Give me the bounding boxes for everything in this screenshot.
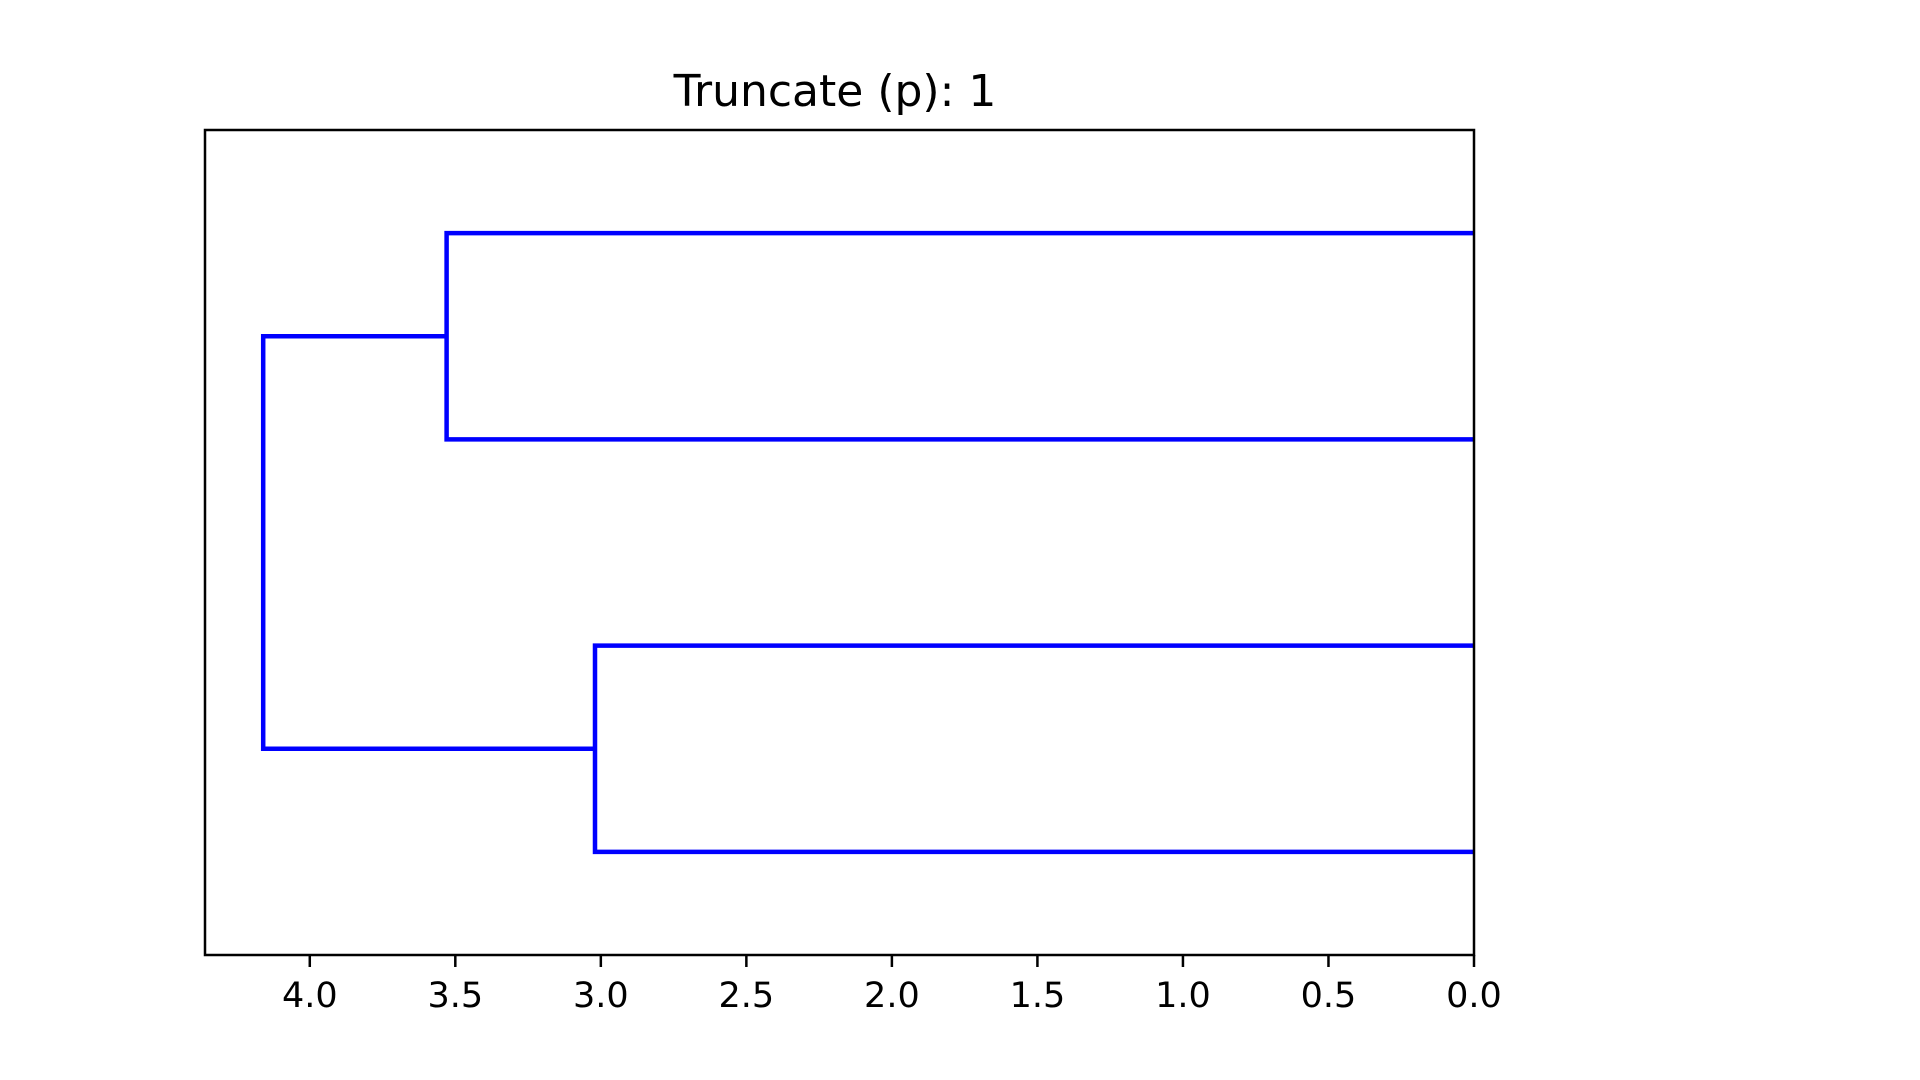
x-tick-label: 0.0: [1446, 976, 1502, 1016]
dendrogram-link-3: [260, 334, 595, 752]
x-tick-label: 2.0: [864, 976, 920, 1016]
x-tick-label: 1.5: [1010, 976, 1066, 1016]
x-tick-label: 2.5: [719, 976, 775, 1016]
chart-title: Truncate (p): 1: [673, 66, 997, 117]
x-tick-label: 4.0: [282, 976, 338, 1016]
x-tick-label: 3.5: [427, 976, 483, 1016]
dendrogram-links: [260, 230, 1474, 855]
x-tick-label: 3.0: [573, 976, 629, 1016]
x-axis-ticks: 4.0 3.5 3.0 2.5 2.0 1.5 1.0 0.5 0.0: [282, 955, 1502, 1016]
x-tick-label: 1.0: [1155, 976, 1211, 1016]
axes-frame: [203, 128, 1476, 957]
x-tick-label: 0.5: [1301, 976, 1357, 1016]
